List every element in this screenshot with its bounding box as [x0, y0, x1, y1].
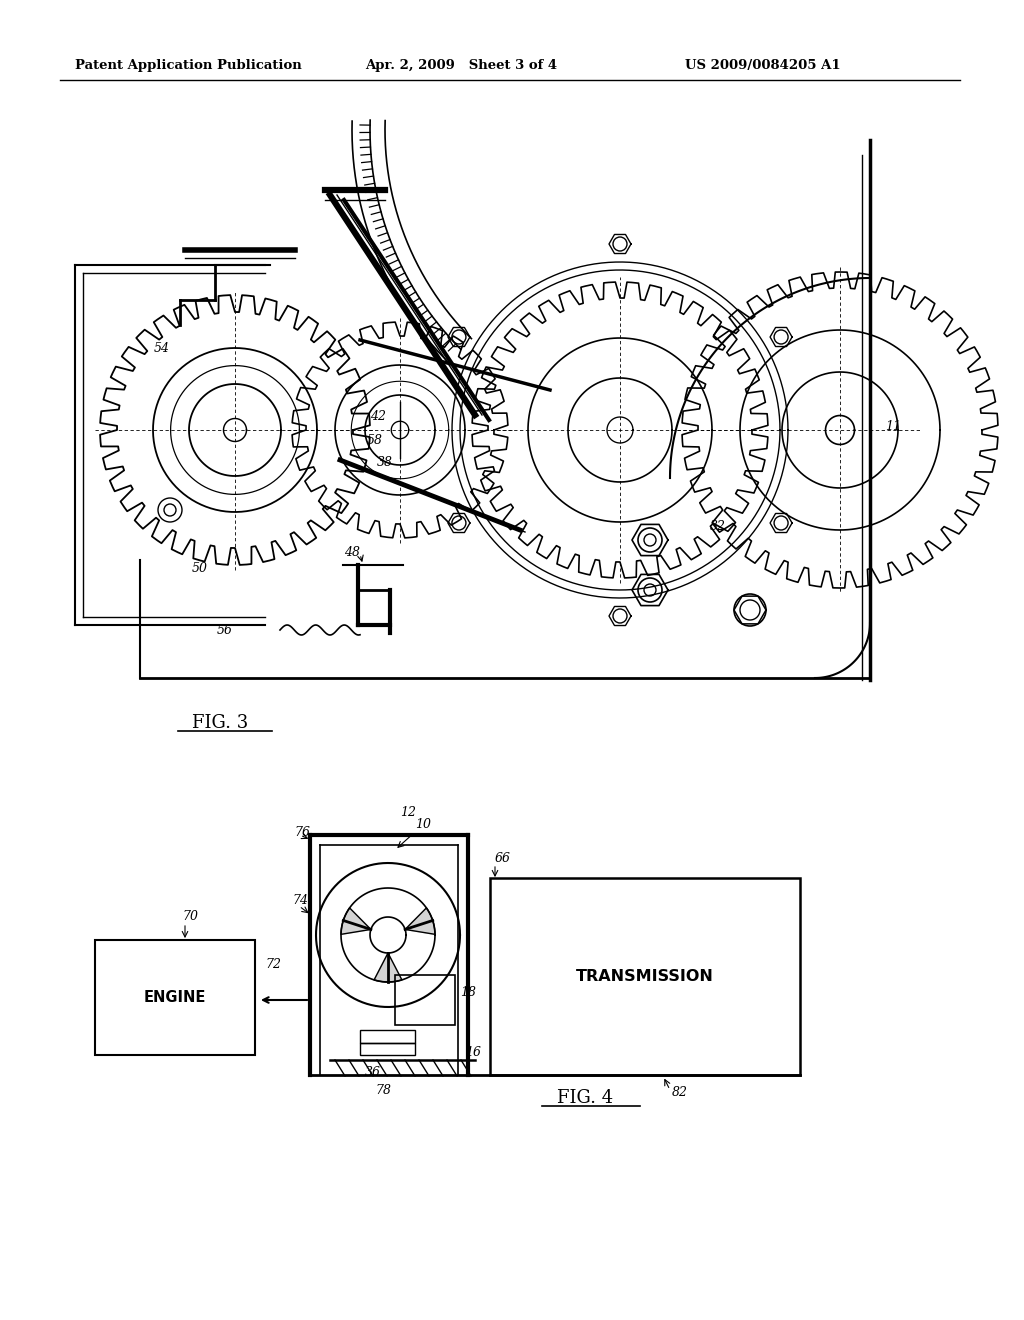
Text: 12: 12: [400, 805, 416, 818]
Text: 42: 42: [370, 409, 386, 422]
Text: 70: 70: [182, 911, 198, 924]
Text: 36: 36: [365, 1067, 381, 1080]
Text: 66: 66: [495, 851, 511, 865]
Text: 38: 38: [377, 457, 393, 470]
Text: FIG. 3: FIG. 3: [193, 714, 248, 733]
Text: 74: 74: [292, 894, 308, 907]
Text: US 2009/0084205 A1: US 2009/0084205 A1: [685, 58, 841, 71]
Text: TRANSMISSION: TRANSMISSION: [577, 969, 714, 983]
Polygon shape: [341, 908, 371, 935]
Text: 82: 82: [672, 1086, 688, 1100]
Text: 54: 54: [154, 342, 170, 355]
Text: 18: 18: [460, 986, 476, 998]
Bar: [395, 975, 455, 1026]
Text: 16: 16: [465, 1045, 481, 1059]
Text: 10: 10: [415, 818, 431, 832]
Bar: [95, 940, 255, 1055]
Polygon shape: [374, 953, 401, 982]
Polygon shape: [406, 908, 435, 935]
Text: 50: 50: [193, 561, 208, 574]
Text: 11: 11: [885, 421, 901, 433]
Text: 58: 58: [367, 434, 383, 447]
Bar: [360, 1043, 415, 1055]
Text: 72: 72: [265, 958, 281, 972]
Text: 78: 78: [375, 1084, 391, 1097]
Bar: [360, 1030, 415, 1043]
Text: Apr. 2, 2009   Sheet 3 of 4: Apr. 2, 2009 Sheet 3 of 4: [365, 58, 557, 71]
Text: ENGINE: ENGINE: [143, 990, 206, 1005]
Text: 48: 48: [344, 545, 360, 558]
Text: FIG. 4: FIG. 4: [557, 1089, 613, 1107]
Text: 32: 32: [710, 520, 726, 533]
Text: 76: 76: [294, 825, 310, 838]
Text: Patent Application Publication: Patent Application Publication: [75, 58, 302, 71]
Text: 56: 56: [217, 623, 233, 636]
Bar: [490, 878, 800, 1074]
